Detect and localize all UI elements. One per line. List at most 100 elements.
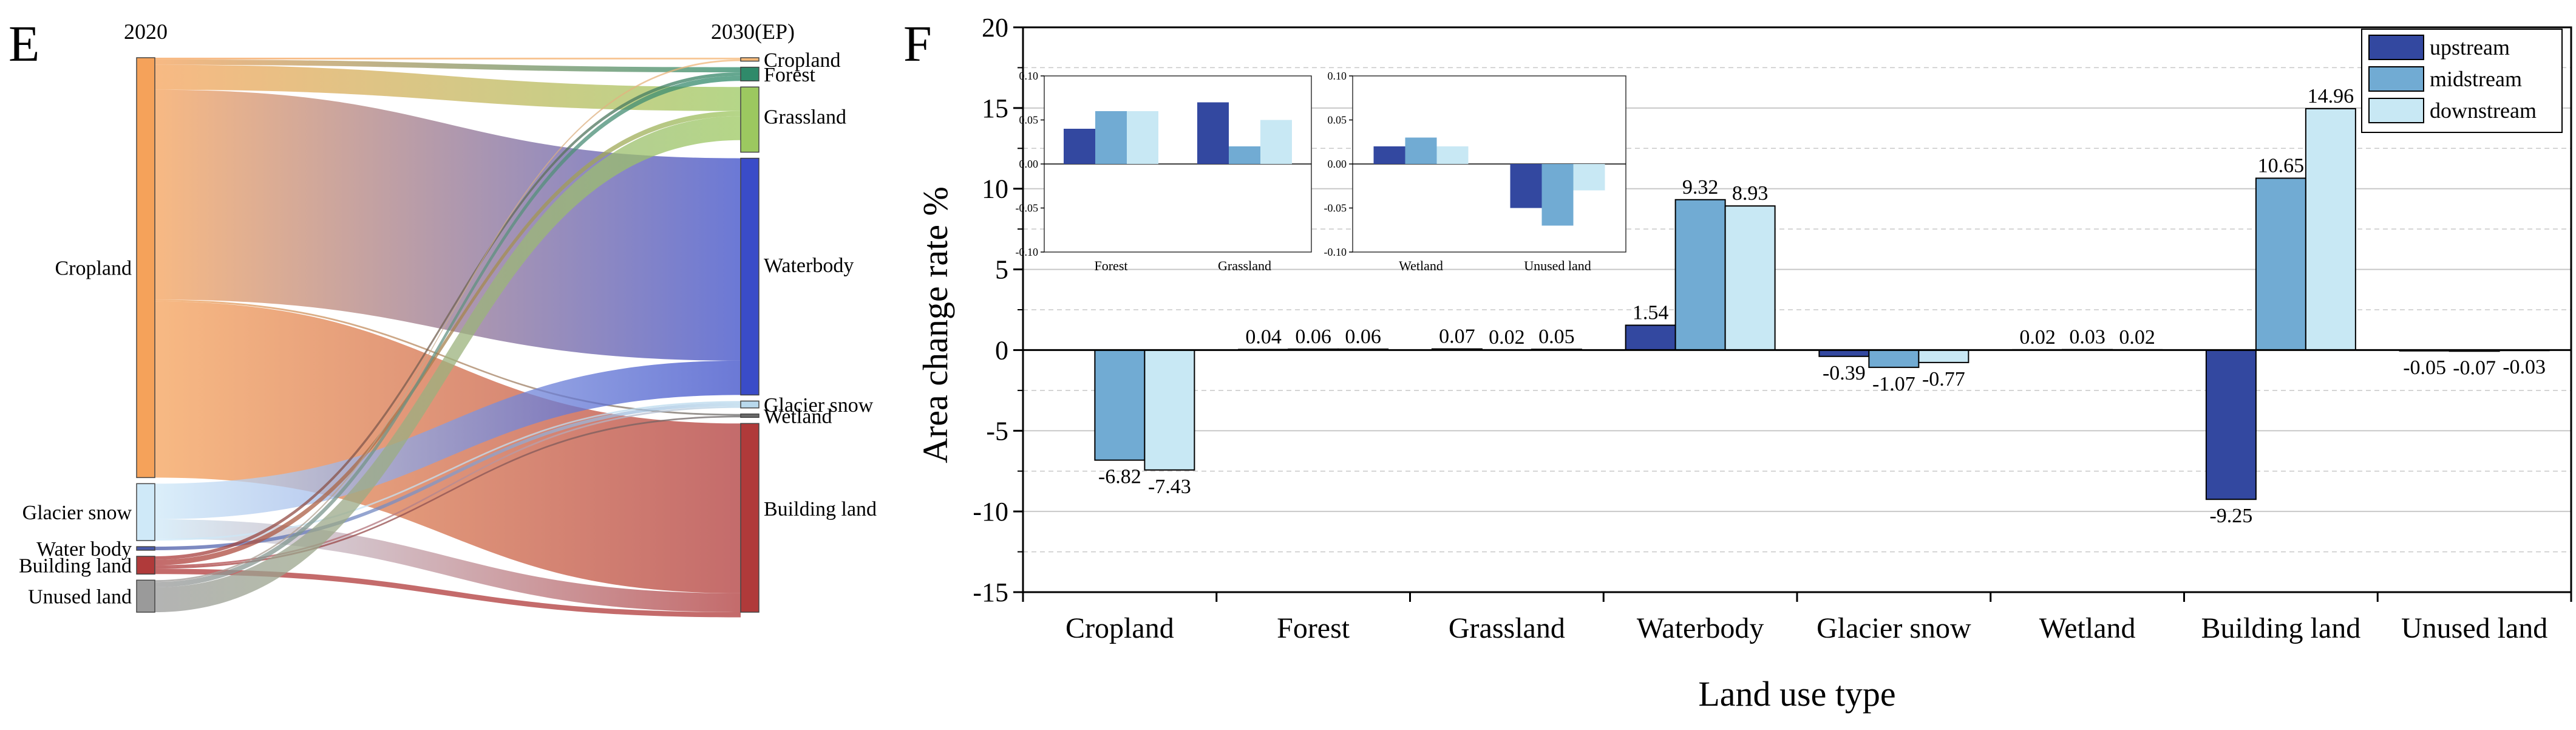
bar-cropland-midstream — [1094, 349, 1146, 461]
sankey-link-cropland-to-forest — [155, 59, 741, 73]
sankey-right-label-forest: Forest — [764, 64, 816, 86]
bar-label-grassland-midstream: 0.02 — [1489, 326, 1525, 349]
inset-1: 0.10 0.05 0.00 -0.05 -0.10 Forest Grassland — [1016, 70, 1312, 273]
bar-label-cropland-midstream: -6.82 — [1098, 466, 1141, 488]
sankey-left-label-water-body: Water body — [36, 538, 132, 561]
inset-bar-wetland-upstream — [1373, 146, 1405, 164]
x-tick-label-unused-land: Unused land — [2401, 612, 2547, 644]
insets: 0.10 0.05 0.00 -0.05 -0.10 Forest Grassland 0.1… — [1016, 70, 1626, 273]
x-tick-label-wetland: Wetland — [2039, 612, 2136, 644]
sankey-right-node-waterbody — [740, 157, 760, 396]
y-tick-label-10: 10 — [982, 174, 1008, 204]
bar-label-unused-land-midstream: -0.07 — [2453, 356, 2496, 379]
inset-1-y-tick-label: -0.05 — [1016, 202, 1039, 214]
bar-label-grassland-upstream: 0.07 — [1439, 326, 1475, 348]
bar-label-unused-land-upstream: -0.05 — [2403, 356, 2446, 379]
x-tick-label-grassland: Grassland — [1449, 612, 1565, 644]
bar-label-unused-land-downstream: -0.03 — [2503, 356, 2546, 378]
sankey-right-node-building-land — [740, 423, 760, 613]
inset-bar-wetland-downstream — [1436, 146, 1469, 164]
axes: Cropland Forest Grassland Waterbody Glacier … — [973, 13, 2572, 644]
sankey-right-label-cropland: Cropland — [764, 49, 841, 72]
sankey-right-node-glacier-snow — [740, 400, 760, 409]
inset-bar-forest-midstream — [1095, 111, 1127, 164]
x-axis-title: Land use type — [1698, 674, 1895, 714]
sankey-left-node-water-body — [136, 546, 155, 551]
inset-1-y-tick-label: 0.00 — [1019, 158, 1039, 170]
inset-bar-forest-downstream — [1127, 111, 1158, 164]
bar-building-land-midstream — [2255, 177, 2306, 351]
inset-x-label-unused-land: Unused land — [1524, 258, 1591, 273]
bar-glacier-snow-upstream — [1818, 349, 1870, 357]
bar-cropland-downstream — [1144, 349, 1195, 471]
bar-waterbody-midstream — [1674, 199, 1726, 351]
inset-1-y-tick-label: 0.10 — [1019, 70, 1039, 82]
legend: upstream midstream downstream — [2361, 29, 2563, 133]
sankey-left-label-building-land: Building land — [19, 555, 132, 578]
sankey-right-title: 2030(EP) — [711, 19, 795, 44]
sankey-link-unused-land-to-cropland — [155, 59, 741, 582]
inset-bar-unused-land-downstream — [1573, 164, 1605, 191]
inset-2: 0.10 0.05 0.00 -0.05 -0.10 Wetland Unused land — [1324, 70, 1626, 273]
sankey-link-building-land-to-wetland — [155, 415, 741, 569]
y-tick-label-0: 0 — [995, 335, 1008, 365]
x-tick-label-cropland: Cropland — [1065, 612, 1174, 644]
sankey-link-unused-land-to-grassland — [155, 116, 741, 612]
inset-bar-unused-land-upstream — [1510, 164, 1542, 208]
inset-bar-grassland-downstream — [1260, 120, 1292, 164]
sankey-left-label-glacier-snow: Glacier snow — [22, 502, 132, 524]
bar-label-forest-downstream: 0.06 — [1345, 326, 1381, 348]
bar-label-waterbody-midstream: 9.32 — [1682, 176, 1719, 199]
sankey-left-label-unused-land: Unused land — [28, 586, 132, 609]
inset-2-y-tick-label: 0.05 — [1328, 114, 1347, 126]
bar-glacier-snow-downstream — [1918, 349, 1969, 363]
bar-label-waterbody-upstream: 1.54 — [1633, 302, 1669, 324]
sankey-left-node-building-land — [136, 556, 155, 575]
y-tick-label-neg10: -10 — [973, 497, 1008, 527]
sankey-right-node-cropland — [740, 57, 760, 62]
inset-bar-grassland-midstream — [1229, 146, 1260, 164]
sankey-link-building-land-to-building-land — [155, 568, 741, 618]
legend-label-upstream: upstream — [2430, 35, 2510, 60]
inset-x-label-grassland: Grassland — [1218, 258, 1271, 273]
bar-waterbody-downstream — [1724, 205, 1776, 351]
y-tick-label-neg5: -5 — [986, 416, 1008, 446]
inset-2-y-tick-label: 0.00 — [1328, 158, 1347, 170]
bar-glacier-snow-midstream — [1868, 349, 1920, 368]
inset-2-y-tick-label: -0.10 — [1324, 246, 1347, 258]
inset-2-y-tick-label: 0.10 — [1328, 70, 1347, 82]
bars: -6.82 -7.43 0.04 0.06 0.06 0.07 0.02 0.05 1.54 9.… — [1094, 85, 2550, 527]
sankey-left-node-cropland — [136, 57, 155, 479]
bar-building-land-downstream — [2305, 107, 2356, 351]
sankey-right-label-grassland: Grassland — [764, 106, 846, 129]
sankey-link-cropland-to-grassland — [155, 64, 741, 111]
inset-1-y-tick-label: -0.10 — [1016, 246, 1039, 258]
panel-letter-f: F — [903, 16, 932, 72]
legend-label-midstream: midstream — [2430, 67, 2522, 91]
sankey-right-label-waterbody: Waterbody — [764, 254, 854, 277]
sankey-right-label-glacier-snow: Glacier snow — [764, 394, 874, 417]
bar-label-waterbody-downstream: 8.93 — [1732, 182, 1769, 205]
panel-letter-e: E — [8, 16, 39, 72]
sankey-left-title: 2020 — [124, 19, 168, 44]
y-tick-label-15: 15 — [982, 94, 1008, 123]
bar-chart-panel: F -6.82 -7.43 0.04 0.06 0.06 0.07 0.02 0.05 1.54… — [903, 13, 2572, 714]
sankey-left-node-glacier-snow — [136, 483, 155, 541]
sankey-link-building-land-to-forest — [155, 72, 741, 560]
sankey-link-glacier-snow-to-waterbody — [155, 360, 741, 519]
inset-x-label-wetland: Wetland — [1399, 258, 1443, 273]
bar-building-land-upstream — [2205, 349, 2257, 500]
bar-label-forest-midstream: 0.06 — [1295, 326, 1331, 348]
inset-bar-wetland-midstream — [1405, 137, 1437, 164]
sankey-link-glacier-snow-to-glacier-snow — [155, 401, 741, 541]
bar-label-building-land-upstream: -9.25 — [2209, 505, 2252, 527]
x-tick-label-forest: Forest — [1277, 612, 1350, 644]
sankey-link-building-land-to-grassland — [155, 111, 741, 565]
bar-label-building-land-midstream: 10.65 — [2258, 154, 2305, 177]
sankey-left-node-unused-land — [136, 579, 155, 613]
bar-label-wetland-midstream: 0.03 — [2069, 326, 2105, 349]
inset-x-label-forest: Forest — [1095, 258, 1128, 273]
legend-swatch-downstream — [2368, 98, 2424, 123]
